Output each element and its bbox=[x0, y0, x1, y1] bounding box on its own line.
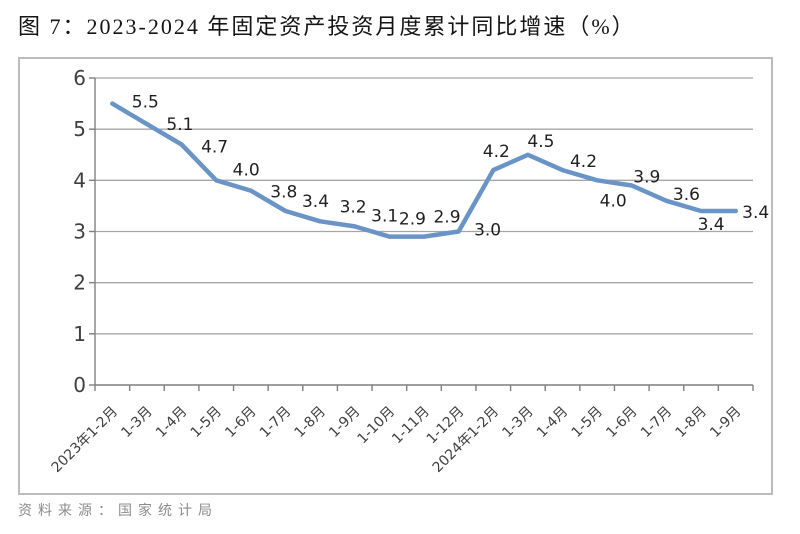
data-label: 4.2 bbox=[570, 152, 597, 172]
data-label: 4.7 bbox=[201, 138, 228, 158]
data-label: 4.2 bbox=[483, 142, 510, 162]
x-axis-label: 1-7月 bbox=[257, 404, 294, 441]
x-axis-label: 1-8月 bbox=[673, 404, 710, 441]
data-label: 2.9 bbox=[399, 210, 426, 230]
data-label: 3.4 bbox=[698, 215, 725, 235]
y-axis-label: 5 bbox=[73, 117, 86, 141]
x-axis-label: 1-10月 bbox=[355, 404, 399, 448]
source-note: 资料来源：国家统计局 bbox=[18, 504, 218, 519]
data-label: 4.0 bbox=[233, 160, 260, 180]
data-label: 5.1 bbox=[166, 115, 193, 135]
chart-frame: 5.5 5.1 4.7 4.0 3.8 3.4 3.2 3.1 2.9 2.9 3.0 4.2 4.5 4… bbox=[18, 57, 773, 495]
y-axis-label: 4 bbox=[73, 168, 86, 192]
series-line bbox=[110, 101, 738, 239]
y-axis-label: 0 bbox=[73, 373, 86, 397]
data-label: 3.1 bbox=[371, 206, 398, 226]
line-chart: 5.55.14.74.03.8 3.4 3.2 3.1 2.9 2.93.04.24.54… bbox=[49, 66, 770, 476]
x-axis-label: 1-4月 bbox=[534, 404, 571, 441]
y-axis-label: 2 bbox=[73, 271, 86, 295]
x-axis-label: 1-8月 bbox=[292, 404, 329, 441]
data-label: 3.4 bbox=[742, 203, 769, 223]
data-label: 3.9 bbox=[633, 168, 660, 188]
x-axis-label: 1-9月 bbox=[707, 404, 744, 441]
data-label: 4.0 bbox=[600, 191, 627, 211]
y-axis-label: 1 bbox=[73, 322, 86, 346]
figure-title: 图 7：2023-2024 年固定资产投资月度累计同比增速（%） bbox=[18, 14, 636, 39]
data-label: 3.0 bbox=[474, 221, 501, 241]
x-axis-label: 1-5月 bbox=[188, 404, 225, 441]
data-label: 5.5 bbox=[132, 93, 159, 113]
x-axis-label: 2023年1-2月 bbox=[49, 404, 121, 476]
x-axis-label: 1-3月 bbox=[499, 404, 536, 441]
y-axis-label: 3 bbox=[73, 220, 86, 244]
data-label: 4.5 bbox=[527, 132, 554, 152]
x-axis-label: 1-6月 bbox=[222, 404, 259, 441]
data-label: 2.9 bbox=[433, 208, 460, 228]
x-axis-label: 1-6月 bbox=[603, 404, 640, 441]
x-axis-label: 1-11月 bbox=[389, 404, 433, 448]
x-axis-label: 1-3月 bbox=[118, 404, 155, 441]
data-label: 3.6 bbox=[673, 185, 700, 205]
x-axis-label: 1-5月 bbox=[569, 404, 606, 441]
data-label: 3.8 bbox=[270, 183, 297, 203]
x-axis-label: 1-7月 bbox=[638, 404, 675, 441]
y-axis-label: 6 bbox=[73, 66, 86, 90]
x-axis-label: 1-4月 bbox=[153, 404, 190, 441]
data-label: 3.2 bbox=[340, 197, 367, 217]
data-label: 3.4 bbox=[302, 192, 329, 212]
